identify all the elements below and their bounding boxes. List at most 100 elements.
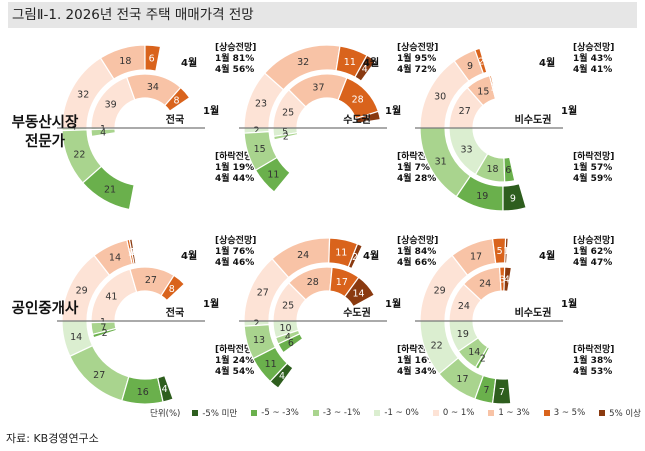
data-label: 4 xyxy=(504,275,510,286)
legend-swatch xyxy=(251,410,258,416)
data-label: 25 xyxy=(282,107,294,118)
donut-segment xyxy=(252,346,289,383)
down-forecast-line: 1월 19% xyxy=(215,161,254,173)
down-forecast-line: 4월 28% xyxy=(397,172,436,184)
data-label: 8 xyxy=(173,96,179,107)
donut-segment xyxy=(502,182,527,212)
donut-chart: 39348143218612221전국4월1월[상승전망]1월 81%4월 56… xyxy=(57,41,256,211)
down-forecast-title: [하락전망] xyxy=(573,150,614,162)
up-forecast-line: 1월 43% xyxy=(573,52,612,64)
month-label-april: 4월 xyxy=(181,57,197,69)
month-label-january: 1월 xyxy=(385,298,401,310)
down-forecast-line: 1월 24% xyxy=(215,354,254,366)
legend-item: 5% 이상 xyxy=(599,407,641,419)
legend-label: 1 ~ 3% xyxy=(498,408,530,418)
data-label: 19 xyxy=(476,191,488,202)
month-label-april: 4월 xyxy=(539,57,555,69)
donut-segment xyxy=(354,110,382,124)
data-label: 7 xyxy=(499,387,505,398)
donut-segment xyxy=(503,156,516,183)
up-forecast-title: [상승전망] xyxy=(573,234,614,246)
month-label-january: 1월 xyxy=(203,105,219,117)
legend-label: 0 ~ 1% xyxy=(442,408,475,418)
data-label: 29 xyxy=(76,285,88,296)
down-forecast-line: 4월 59% xyxy=(573,172,612,184)
month-label-april: 4월 xyxy=(363,57,379,69)
data-label: 31 xyxy=(435,156,447,167)
data-label: 9 xyxy=(467,61,473,72)
data-label: 11 xyxy=(267,169,279,180)
donut-segment xyxy=(90,128,117,138)
data-label: 17 xyxy=(456,374,468,385)
donut-segment xyxy=(277,332,304,354)
up-forecast-line: 4월 41% xyxy=(573,63,612,75)
data-label: 18 xyxy=(487,164,499,175)
data-label: 10 xyxy=(279,323,291,334)
donut-segment xyxy=(163,86,191,112)
data-label: 4 xyxy=(162,384,168,395)
donut-segment xyxy=(474,47,488,75)
legend-swatch xyxy=(599,410,606,416)
legend: 단위(%) -5% 미만 -5 ~ -3% -3 ~ -1% -1 ~ 0% 0 ~ 1… xyxy=(150,407,645,419)
data-label: 24 xyxy=(479,278,491,289)
data-label: 14 xyxy=(70,332,82,343)
data-label: 1 xyxy=(128,247,134,258)
data-label: 11 xyxy=(265,359,277,370)
donut-segment xyxy=(354,54,377,82)
legend-swatch xyxy=(374,410,381,416)
data-label: 8 xyxy=(169,284,175,295)
legend-item: -3 ~ -1% xyxy=(312,408,361,418)
legend-label: -5% 미만 xyxy=(202,409,238,419)
donut-segment xyxy=(81,165,135,211)
legend-label: -3 ~ -1% xyxy=(322,408,361,418)
down-forecast-title: [하락전망] xyxy=(215,150,256,162)
data-label: 17 xyxy=(470,251,482,262)
data-label: 11 xyxy=(344,57,356,68)
data-label: 19 xyxy=(457,329,469,340)
up-forecast-title: [상승전망] xyxy=(397,41,438,53)
region-label: 비수도권 xyxy=(515,113,552,126)
legend-swatch xyxy=(488,410,495,416)
data-label: 5 xyxy=(282,127,288,138)
donut-segment xyxy=(488,74,498,100)
up-forecast-line: 1월 81% xyxy=(215,52,254,64)
data-label: 17 xyxy=(336,277,348,288)
data-label: 2 xyxy=(283,131,289,142)
donut-segment xyxy=(347,243,364,270)
region-label: 전국 xyxy=(166,306,184,319)
month-label-january: 1월 xyxy=(561,298,577,310)
down-forecast-line: 1월 38% xyxy=(573,354,612,366)
data-label: 27 xyxy=(145,275,157,286)
data-label: 4 xyxy=(100,127,106,138)
month-label-january: 1월 xyxy=(561,105,577,117)
donut-segment xyxy=(474,153,506,183)
donut-segment xyxy=(128,238,137,265)
donut-segment xyxy=(457,337,489,369)
legend-swatch xyxy=(432,410,439,416)
donut-segment xyxy=(272,132,299,141)
donut-segment xyxy=(156,374,174,403)
row-label-agents: 공인중개사 xyxy=(4,300,86,319)
data-label: 1 xyxy=(503,246,509,257)
down-forecast-title: [하락전망] xyxy=(215,343,256,355)
data-label: 15 xyxy=(254,144,266,155)
up-forecast-line: 1월 62% xyxy=(573,245,612,257)
data-label: 6 xyxy=(288,338,294,349)
up-forecast-title: [상승전망] xyxy=(215,234,256,246)
up-forecast-title: [상승전망] xyxy=(573,41,614,53)
down-forecast-line: 1월 57% xyxy=(573,161,612,173)
down-forecast-line: 4월 34% xyxy=(397,365,436,377)
data-label: 4 xyxy=(362,64,368,75)
data-label: 2 xyxy=(478,56,484,67)
data-label: 18 xyxy=(119,56,131,67)
data-label: 6 xyxy=(149,53,155,64)
row-label-experts-text: 부동산시장 전문가 xyxy=(11,115,79,150)
data-label: 16 xyxy=(137,387,149,398)
data-label: 11 xyxy=(335,247,347,258)
data-label: 33 xyxy=(460,144,472,155)
row-label-agents-text: 공인중개사 xyxy=(11,301,79,317)
data-label: 2 xyxy=(480,353,486,364)
data-label: 34 xyxy=(147,82,159,93)
